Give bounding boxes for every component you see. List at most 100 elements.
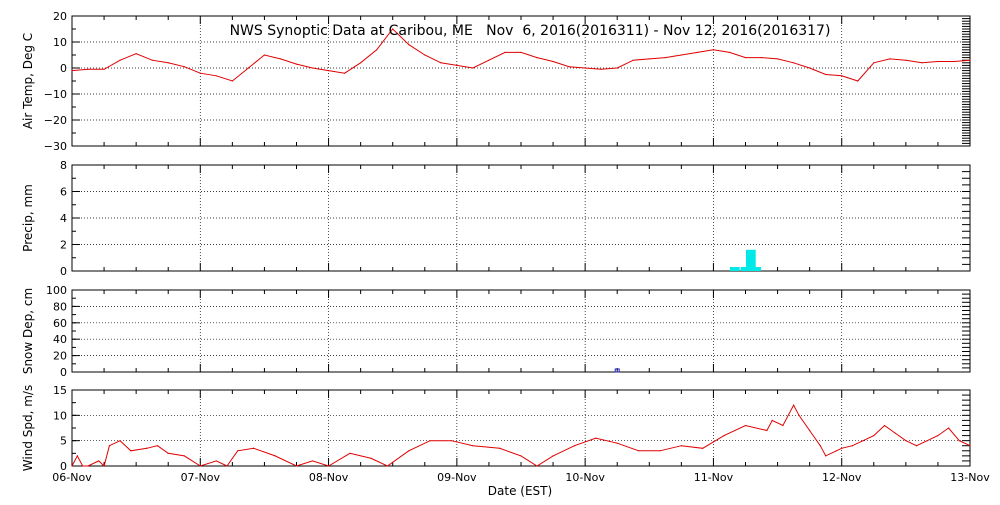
air-temp-data-point (424, 54, 426, 56)
wind-speed-data-point (873, 435, 875, 437)
wind-speed-data-point (87, 465, 89, 467)
wind-speed-data-point (450, 440, 453, 442)
precip-bar (740, 267, 751, 271)
wind-speed-data-point (771, 419, 773, 421)
wind-speed-data-point (237, 450, 239, 452)
wind-speed-data-point (520, 455, 522, 457)
wind-speed-data-point (793, 404, 795, 406)
air-temp-data-point (344, 72, 346, 74)
air-temp-data-point (680, 54, 682, 56)
precip-y-tick-label: 2 (60, 239, 67, 252)
wind-speed-data-point (595, 437, 597, 439)
precip-y-tick-label: 6 (60, 186, 67, 199)
wind-speed-data-point (536, 465, 538, 467)
wind-speed-data-point (226, 465, 228, 467)
wind-speed-data-point (167, 452, 169, 454)
air-temp-data-point (696, 51, 698, 54)
air-temp-data-point (408, 44, 410, 46)
air-temp-data-point (969, 59, 971, 61)
wind-speed-data-point (851, 445, 854, 447)
wind-speed-data-point (82, 465, 84, 467)
snow-depth-y-tick-label: 60 (53, 317, 67, 330)
air-temp-data-point (632, 59, 634, 61)
air-temp-y-axis-label: Air Temp, Deg C (21, 33, 35, 129)
wind-speed-data-point (819, 445, 821, 447)
wind-speed-data-point (119, 440, 121, 442)
wind-speed-data-point (905, 440, 907, 442)
precip-y-tick-label: 0 (60, 265, 67, 278)
wind-speed-data-point (894, 432, 896, 434)
snow-depth-y-tick-label: 40 (53, 333, 67, 346)
air-temp-y-tick-label: −30 (44, 140, 67, 153)
wind-speed-y-tick-label: 10 (53, 409, 67, 422)
air-temp-data-point (760, 57, 763, 59)
snow-depth-y-tick-label: 80 (53, 300, 67, 313)
x-tick-label: 07-Nov (181, 471, 221, 484)
air-temp-data-point (600, 68, 602, 70)
air-temp-data-point (664, 57, 666, 59)
wind-speed-data-point (680, 445, 682, 447)
precip-y-tick-label: 8 (60, 159, 67, 172)
air-temp-data-point (199, 72, 201, 74)
snow-depth-y-axis-label: Snow Dep, cm (21, 288, 35, 374)
wind-speed-data-point (130, 450, 132, 452)
air-temp-data-point (728, 51, 731, 54)
air-temp-data-point (488, 59, 490, 61)
air-temp-data-point (119, 59, 121, 61)
wind-speed-data-point (472, 445, 474, 447)
chart-title: NWS Synoptic Data at Caribou, ME Nov 6, … (230, 23, 831, 39)
snow-depth-frame (71, 289, 971, 373)
wind-speed-data-point (327, 465, 330, 467)
air-temp-data-point (263, 54, 266, 56)
wind-speed-frame (71, 389, 971, 467)
wind-speed-data-point (499, 447, 501, 449)
air-temp-data-point (616, 67, 618, 69)
air-temp-data-point (873, 62, 875, 64)
wind-speed-data-point (937, 435, 939, 437)
air-temp-data-point (712, 49, 715, 51)
wind-speed-y-axis-label: Wind Spd, m/s (21, 385, 35, 471)
air-temp-y-tick-label: −20 (44, 114, 67, 127)
wind-speed-data-point (948, 427, 950, 429)
snow-depth-y-tick-label: 0 (60, 366, 67, 379)
wind-speed-data-point (969, 445, 971, 447)
wind-speed-data-point (199, 465, 201, 467)
x-tick-label: 06-Nov (52, 471, 92, 484)
wind-speed-data-point (386, 465, 388, 467)
wind-speed-data-point (782, 424, 784, 427)
wind-speed-data-point (274, 455, 276, 457)
air-temp-data-point (167, 62, 169, 64)
air-temp-data-point (841, 75, 843, 77)
wind-speed-data-point (146, 447, 148, 449)
wind-speed-y-tick-label: 5 (60, 435, 67, 448)
air-temp-y-tick-label: 0 (60, 62, 67, 75)
air-temp-data-point (231, 80, 233, 82)
air-temp-y-tick-label: 10 (53, 36, 67, 49)
air-temp-data-point (103, 68, 105, 70)
wind-speed-data-point (408, 450, 410, 452)
wind-speed-data-point (766, 429, 768, 432)
wind-speed-data-point (809, 429, 811, 432)
air-temp-data-point (776, 58, 779, 60)
air-temp-data-point (793, 62, 795, 64)
wind-speed-data-point (744, 424, 747, 427)
air-temp-data-point (392, 28, 394, 30)
wind-speed-data-point (295, 465, 298, 467)
snow-depth-y-tick-label: 20 (53, 350, 67, 363)
wind-speed-data-point (825, 455, 827, 457)
wind-speed-data-point (253, 447, 255, 449)
precip-bar (746, 249, 756, 271)
wind-speed-data-point (862, 440, 864, 442)
air-temp-data-point (520, 51, 522, 54)
air-temp-data-point (327, 70, 330, 72)
wind-speed-data-point (71, 465, 73, 467)
precip-frame (71, 164, 971, 272)
air-temp-y-tick-label: −10 (44, 88, 67, 101)
air-temp-data-point (552, 60, 554, 63)
wind-speed-series-line (71, 404, 971, 467)
air-temp-data-point (857, 80, 859, 82)
wind-speed-data-point (841, 447, 843, 449)
air-temp-data-point (744, 57, 747, 59)
